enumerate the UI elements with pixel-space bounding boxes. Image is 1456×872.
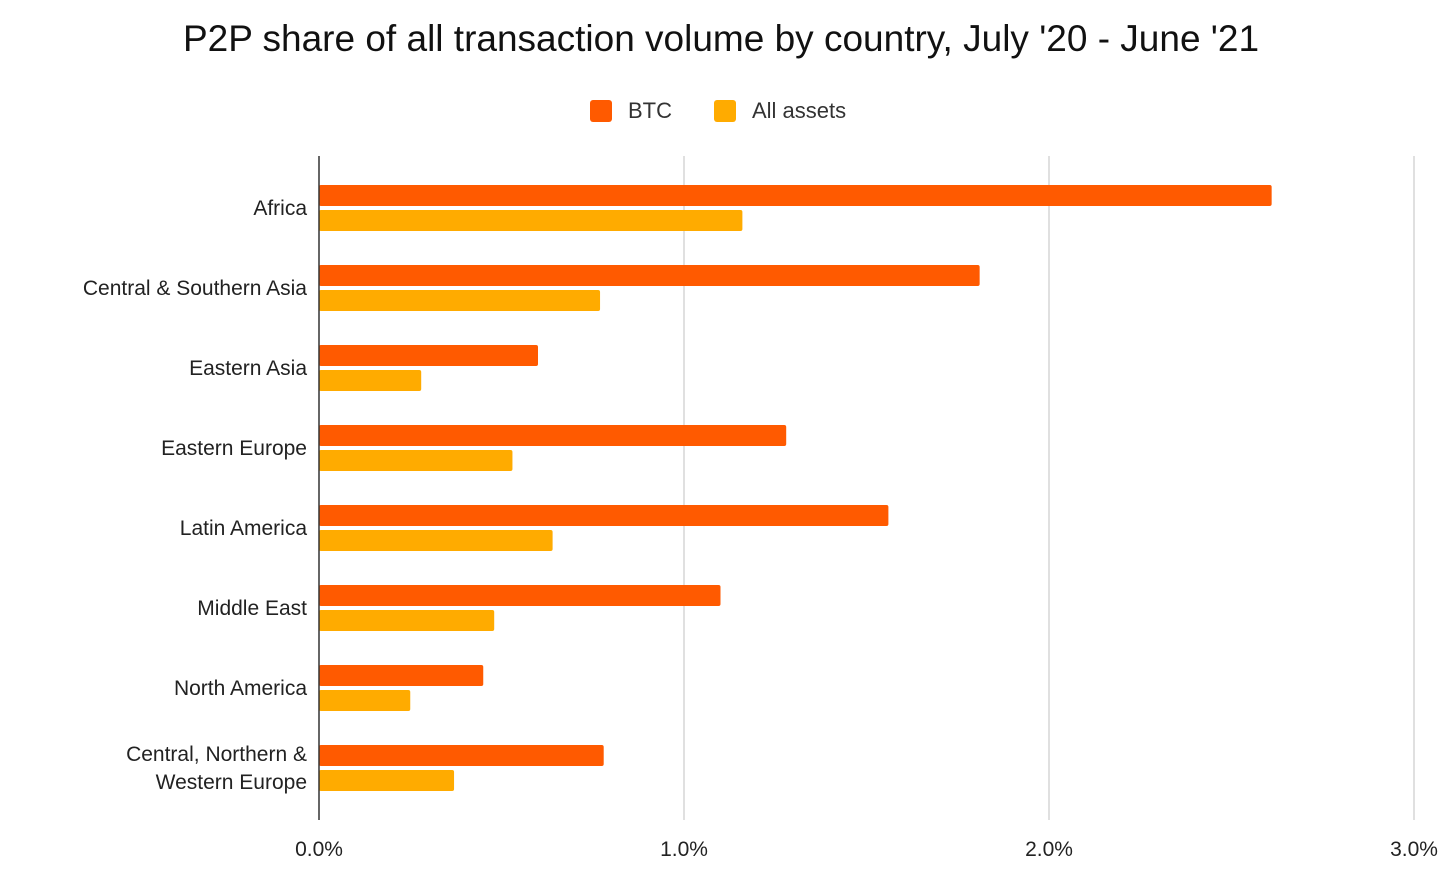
bar-btc [319, 185, 1272, 206]
bar-all-assets [319, 290, 601, 311]
bar-btc [319, 505, 889, 526]
bar-btc [319, 585, 721, 606]
category-label: Central & Southern Asia [83, 277, 307, 300]
bar-all-assets [319, 770, 455, 791]
bar-btc [319, 425, 787, 446]
bar-all-assets [319, 210, 743, 231]
bar-all-assets [319, 530, 553, 551]
bar-all-assets [319, 450, 513, 471]
category-label: Eastern Europe [161, 437, 307, 460]
legend: BTC All assets [0, 96, 1456, 126]
bar-btc [319, 265, 980, 286]
bar-all-assets [319, 690, 411, 711]
legend-item-all-assets: All assets [714, 96, 846, 126]
x-tick-label: 2.0% [1025, 838, 1073, 861]
bar-btc [319, 345, 538, 366]
category-label: Western Europe [156, 771, 307, 794]
category-label: Central, Northern & [126, 743, 307, 766]
x-tick-label: 3.0% [1390, 838, 1438, 861]
x-tick-label: 1.0% [660, 838, 708, 861]
bar-all-assets [319, 370, 422, 391]
category-label: Africa [253, 197, 307, 220]
bar-btc [319, 745, 604, 766]
bar-all-assets [319, 610, 495, 631]
legend-swatch-all-assets [714, 100, 736, 122]
legend-item-btc: BTC [590, 96, 672, 126]
x-tick-label: 0.0% [295, 838, 343, 861]
chart-title: P2P share of all transaction volume by c… [182, 18, 1260, 59]
category-label: Middle East [197, 597, 307, 620]
category-label: Latin America [180, 517, 308, 540]
legend-label-all-assets: All assets [752, 98, 847, 123]
legend-label-btc: BTC [628, 98, 672, 123]
category-label: North America [174, 677, 307, 700]
legend-swatch-btc [590, 100, 612, 122]
bar-btc [319, 665, 484, 686]
category-label: Eastern Asia [189, 357, 307, 380]
